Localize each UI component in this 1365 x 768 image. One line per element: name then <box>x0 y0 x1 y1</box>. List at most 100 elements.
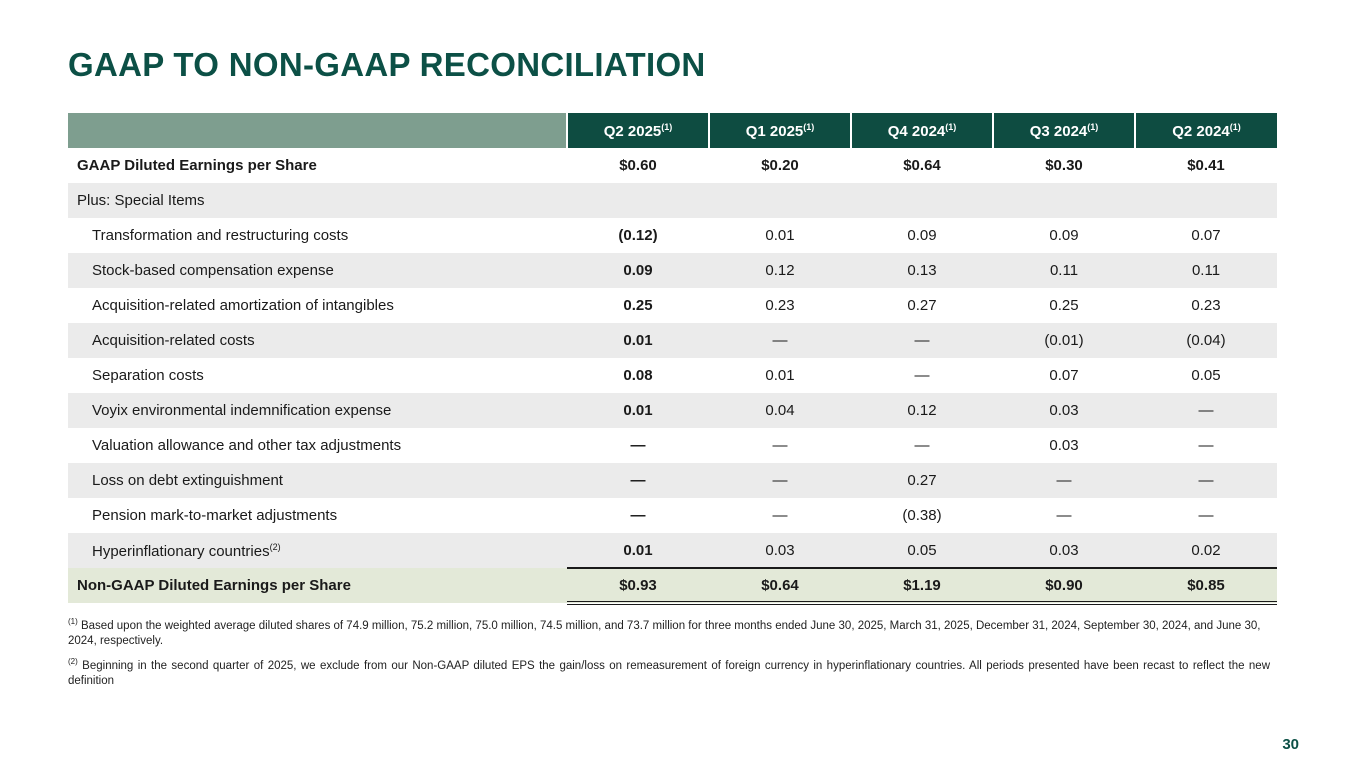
value-cell: $0.60 <box>567 148 709 183</box>
value-cell <box>709 183 851 218</box>
value-cell: $0.20 <box>709 148 851 183</box>
value-cell: — <box>709 428 851 463</box>
value-cell: — <box>1135 463 1277 498</box>
value-cell: — <box>1135 393 1277 428</box>
row-label: Pension mark-to-market adjustments <box>68 498 567 533</box>
value-cell: 0.11 <box>993 253 1135 288</box>
value-cell: 0.11 <box>1135 253 1277 288</box>
column-header: Q2 2024(1) <box>1134 113 1277 148</box>
page-title: GAAP TO NON-GAAP RECONCILIATION <box>68 46 706 83</box>
table-row: Hyperinflationary countries(2) 0.01 0.03 0.… <box>68 533 1277 568</box>
value-cell: $0.30 <box>993 148 1135 183</box>
value-cell: 0.01 <box>567 393 709 428</box>
value-cell: 0.07 <box>1135 218 1277 253</box>
footnote-2: (2) Beginning in the second quarter of 2… <box>68 657 1270 689</box>
value-cell: 0.12 <box>709 253 851 288</box>
header-corner-cell <box>68 113 567 148</box>
row-label-superscript: (2) <box>269 541 281 552</box>
value-cell: 0.09 <box>567 253 709 288</box>
row-label: Separation costs <box>68 358 567 393</box>
table-row: Separation costs 0.08 0.01—0.07 0.05 <box>68 358 1277 393</box>
value-cell: 0.01 <box>567 323 709 358</box>
value-cell: — <box>851 323 993 358</box>
value-cell: 0.27 <box>851 288 993 323</box>
row-label: Non-GAAP Diluted Earnings per Share <box>68 568 567 603</box>
table-row: Stock-based compensation expense 0.09 0.12… <box>68 253 1277 288</box>
column-header: Q4 2024(1) <box>850 113 993 148</box>
footnote-1-text: Based upon the weighted average diluted … <box>68 619 1261 647</box>
column-header: Q2 2025(1) <box>566 113 709 148</box>
value-cell: — <box>851 428 993 463</box>
value-cell: 0.13 <box>851 253 993 288</box>
column-header-superscript: (1) <box>803 121 815 132</box>
value-cell: 0.09 <box>851 218 993 253</box>
value-cell: $0.64 <box>709 567 851 605</box>
row-label: Acquisition-related amortization of inta… <box>68 288 567 323</box>
table-header-row: Q2 2025(1) Q1 2025(1) Q4 2024(1) Q3 2024(1)… <box>68 113 1277 148</box>
value-cell: 0.03 <box>993 533 1135 568</box>
column-header: Q3 2024(1) <box>992 113 1135 148</box>
value-cell: $0.64 <box>851 148 993 183</box>
column-header-superscript: (1) <box>945 121 957 132</box>
table-body: GAAP Diluted Earnings per Share $0.60 $0.2… <box>68 148 1277 605</box>
table-row: Voyix environmental indemnification expe… <box>68 393 1277 428</box>
column-header-superscript: (1) <box>661 121 673 132</box>
row-label: Voyix environmental indemnification expe… <box>68 393 567 428</box>
value-cell: 0.07 <box>993 358 1135 393</box>
value-cell: — <box>567 463 709 498</box>
value-cell: (0.01) <box>993 323 1135 358</box>
row-label: Plus: Special Items <box>68 183 567 218</box>
value-cell: $0.90 <box>993 567 1135 605</box>
footnote-1-marker: (1) <box>68 617 78 626</box>
row-label: Transformation and restructuring costs <box>68 218 567 253</box>
value-cell: 0.03 <box>709 533 851 568</box>
table-row: Acquisition-related costs 0.01— — (0.01) (0.… <box>68 323 1277 358</box>
row-label: Loss on debt extinguishment <box>68 463 567 498</box>
value-cell: — <box>1135 498 1277 533</box>
value-cell: (0.38) <box>851 498 993 533</box>
row-label: Acquisition-related costs <box>68 323 567 358</box>
value-cell: 0.27 <box>851 463 993 498</box>
table-row: Non-GAAP Diluted Earnings per Share $0.93… <box>68 567 1277 605</box>
table-row: Transformation and restructuring costs (0… <box>68 218 1277 253</box>
table-header: Q2 2025(1) Q1 2025(1) Q4 2024(1) Q3 2024(1)… <box>68 113 1277 148</box>
value-cell: — <box>709 323 851 358</box>
column-header-superscript: (1) <box>1087 121 1099 132</box>
row-label: Stock-based compensation expense <box>68 253 567 288</box>
value-cell: 0.01 <box>567 533 709 568</box>
value-cell: (0.12) <box>567 218 709 253</box>
reconciliation-table: Q2 2025(1) Q1 2025(1) Q4 2024(1) Q3 2024(1)… <box>68 113 1277 605</box>
value-cell: 0.01 <box>709 358 851 393</box>
value-cell: 0.05 <box>851 533 993 568</box>
table-row: GAAP Diluted Earnings per Share $0.60 $0.2… <box>68 148 1277 183</box>
value-cell: — <box>993 498 1135 533</box>
column-header: Q1 2025(1) <box>708 113 851 148</box>
value-cell: 0.08 <box>567 358 709 393</box>
value-cell: 0.01 <box>709 218 851 253</box>
table-row: Valuation allowance and other tax adjust… <box>68 428 1277 463</box>
value-cell <box>851 183 993 218</box>
footnote-2-text: Beginning in the second quarter of 2025,… <box>68 659 1270 687</box>
table-row: Loss on debt extinguishment — —0.27— — <box>68 463 1277 498</box>
value-cell: (0.04) <box>1135 323 1277 358</box>
column-header-superscript: (1) <box>1229 121 1241 132</box>
value-cell: 0.09 <box>993 218 1135 253</box>
value-cell: — <box>567 498 709 533</box>
value-cell: 0.04 <box>709 393 851 428</box>
value-cell <box>993 183 1135 218</box>
value-cell: $0.41 <box>1135 148 1277 183</box>
footnote-1: (1) Based upon the weighted average dilu… <box>68 617 1270 649</box>
row-label: GAAP Diluted Earnings per Share <box>68 148 567 183</box>
value-cell: 0.03 <box>993 428 1135 463</box>
value-cell: — <box>1135 428 1277 463</box>
table-row: Acquisition-related amortization of inta… <box>68 288 1277 323</box>
value-cell: — <box>567 428 709 463</box>
value-cell: — <box>851 358 993 393</box>
table-row: Plus: Special Items <box>68 183 1277 218</box>
footnote-2-marker: (2) <box>68 657 78 666</box>
value-cell <box>567 183 709 218</box>
value-cell: $0.85 <box>1135 567 1277 605</box>
value-cell: 0.23 <box>709 288 851 323</box>
value-cell: 0.23 <box>1135 288 1277 323</box>
